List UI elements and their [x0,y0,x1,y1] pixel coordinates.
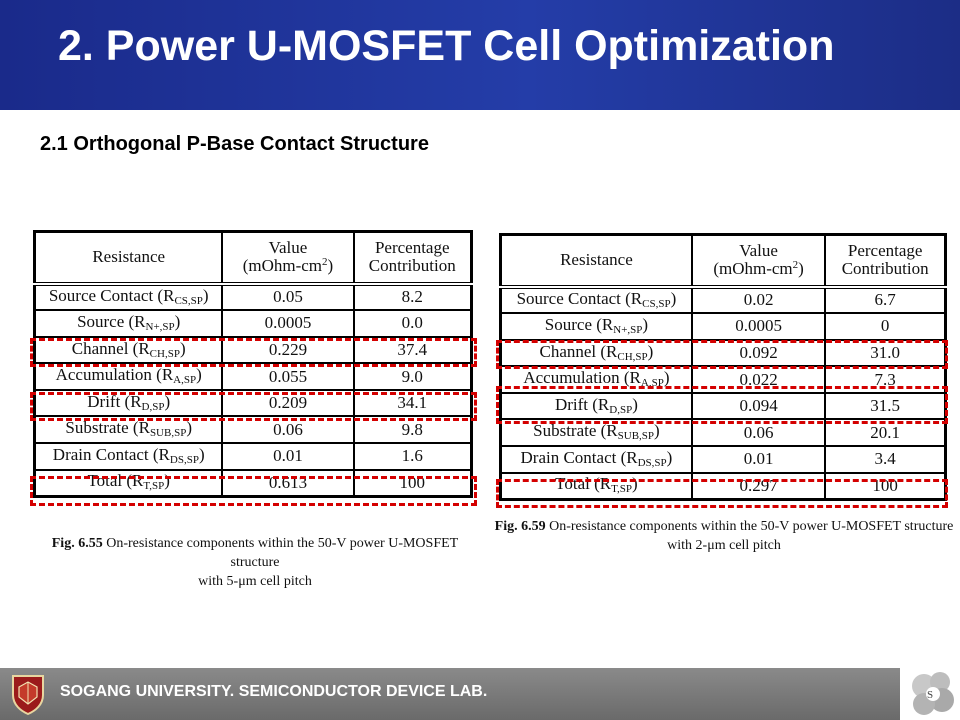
table: Resistance Value (mOhm-cm2) Percentage C… [499,233,947,501]
cell-percentage: 37.4 [352,335,473,364]
cell-value: 0.0005 [221,309,355,337]
cell-resistance: Drift (RD,SP) [33,388,224,417]
table-header-row: Resistance Value (mOhm-cm2) Percentage C… [499,234,947,289]
table-row: Total (RT,SP) 0.297 100 [499,471,947,500]
cell-resistance: Channel (RCH,SP) [499,338,693,367]
cell-percentage: 100 [352,468,473,497]
cell-value: 0.01 [221,442,355,470]
section-subtitle: 2.1 Orthogonal P-Base Contact Structure [40,133,429,155]
cell-percentage: 0 [824,312,947,340]
cell-percentage: 100 [824,471,947,500]
cell-resistance: Channel (RCH,SP) [33,335,224,364]
cell-percentage: 6.7 [824,286,947,314]
title-banner: 2. Power U-MOSFET Cell Optimization [0,0,960,110]
cell-percentage: 0.0 [352,309,473,337]
table-row: Source (RN+,SP) 0.0005 0.0 [33,309,473,337]
cell-value: 0.297 [690,471,827,500]
cell-value: 0.613 [221,468,355,497]
cell-percentage: 7.3 [824,365,947,393]
cell-resistance: Accumulation (RA,SP) [499,365,693,393]
table-row: Substrate (RSUB,SP) 0.06 9.8 [33,415,473,444]
table-row: Source Contact (RCS,SP) 0.02 6.7 [499,286,947,314]
cell-resistance: Substrate (RSUB,SP) [33,415,224,444]
table-row: Total (RT,SP) 0.613 100 [33,468,473,497]
cell-resistance: Drift (RD,SP) [499,391,693,420]
cell-percentage: 9.0 [352,362,473,390]
table: Resistance Value (mOhm-cm2) Percentage C… [33,230,473,498]
table-row: Source Contact (RCS,SP) 0.05 8.2 [33,283,473,311]
cell-value: 0.01 [690,445,827,473]
svg-text:S: S [927,689,933,701]
cell-resistance: Accumulation (RA,SP) [33,362,224,390]
cell-resistance: Drain Contact (RDS,SP) [499,445,693,473]
cell-value: 0.06 [221,415,355,444]
cell-percentage: 31.5 [824,391,947,420]
cell-resistance: Source (RN+,SP) [499,312,693,340]
cell-value: 0.092 [690,338,827,367]
table-row: Channel (RCH,SP) 0.229 37.4 [33,335,473,364]
header-resistance: Resistance [499,234,693,289]
resistance-table-2um: Resistance Value (mOhm-cm2) Percentage C… [499,233,947,501]
table-row: Accumulation (RA,SP) 0.022 7.3 [499,365,947,393]
cell-value: 0.094 [690,391,827,420]
cell-value: 0.02 [690,286,827,314]
table-header-row: Resistance Value (mOhm-cm2) Percentage C… [33,231,473,286]
table-row: Accumulation (RA,SP) 0.055 9.0 [33,362,473,390]
university-shield-icon [10,673,46,716]
cell-value: 0.229 [221,335,355,364]
header-value: Value (mOhm-cm2) [690,234,827,289]
footer-bar [0,668,900,720]
table-row: Drain Contact (RDS,SP) 0.01 3.4 [499,445,947,473]
footer-lab-name: SOGANG UNIVERSITY. SEMICONDUCTOR DEVICE … [60,683,488,700]
header-value: Value (mOhm-cm2) [221,231,355,286]
table-row: Source (RN+,SP) 0.0005 0 [499,312,947,340]
slide-title: 2. Power U-MOSFET Cell Optimization [58,22,835,70]
cell-value: 0.055 [221,362,355,390]
cell-resistance: Source (RN+,SP) [33,309,224,337]
cell-percentage: 31.0 [824,338,947,367]
cell-percentage: 34.1 [352,388,473,417]
lab-logo-icon: S [902,668,960,720]
table-row: Drift (RD,SP) 0.209 34.1 [33,388,473,417]
cell-percentage: 1.6 [352,442,473,470]
table-row: Drain Contact (RDS,SP) 0.01 1.6 [33,442,473,470]
cell-resistance: Source Contact (RCS,SP) [33,283,224,311]
cell-resistance: Substrate (RSUB,SP) [499,418,693,447]
table-row: Channel (RCH,SP) 0.092 31.0 [499,338,947,367]
cell-value: 0.0005 [690,312,827,340]
cell-resistance: Total (RT,SP) [499,471,693,500]
header-percentage: Percentage Contribution [824,234,947,289]
cell-value: 0.209 [221,388,355,417]
cell-value: 0.05 [221,283,355,311]
cell-percentage: 20.1 [824,418,947,447]
cell-percentage: 8.2 [352,283,473,311]
header-resistance: Resistance [33,231,224,286]
figure-caption-right: Fig. 6.59 On-resistance components withi… [494,519,954,553]
resistance-table-5um: Resistance Value (mOhm-cm2) Percentage C… [33,230,473,498]
figure-caption-left: Fig. 6.55 On-resistance components withi… [51,536,459,589]
cell-value: 0.06 [690,418,827,447]
cell-value: 0.022 [690,365,827,393]
table-row: Drift (RD,SP) 0.094 31.5 [499,391,947,420]
header-percentage: Percentage Contribution [352,231,473,286]
cell-resistance: Source Contact (RCS,SP) [499,286,693,314]
cell-resistance: Drain Contact (RDS,SP) [33,442,224,470]
table-row: Substrate (RSUB,SP) 0.06 20.1 [499,418,947,447]
cell-percentage: 9.8 [352,415,473,444]
cell-percentage: 3.4 [824,445,947,473]
cell-resistance: Total (RT,SP) [33,468,224,497]
